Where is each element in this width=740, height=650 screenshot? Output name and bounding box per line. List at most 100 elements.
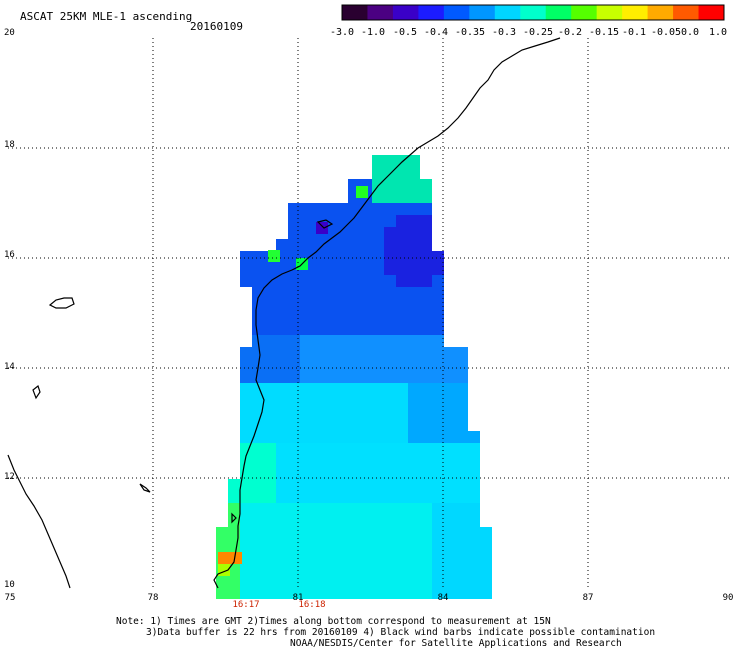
swath-cell xyxy=(384,395,396,407)
swath-cell xyxy=(264,515,276,527)
swath-cell xyxy=(336,227,348,239)
swath-cell xyxy=(360,323,372,335)
swath-cell xyxy=(300,311,312,323)
colorbar-label: -0.5 xyxy=(392,27,418,38)
swath-cell xyxy=(384,215,396,227)
swath-cell xyxy=(360,539,372,551)
lat-label: 16 xyxy=(4,250,15,260)
swath-cell xyxy=(384,419,396,431)
swath-cell xyxy=(276,287,288,299)
swath-cell xyxy=(360,395,372,407)
swath-cell xyxy=(456,551,468,563)
swath-cell xyxy=(408,563,420,575)
swath-cell xyxy=(276,515,288,527)
swath-cell xyxy=(240,251,252,263)
swath-cell xyxy=(456,443,468,455)
swath-cell xyxy=(288,347,300,359)
swath-cell xyxy=(348,587,360,599)
swath-cell xyxy=(300,479,312,491)
swath-cell xyxy=(288,431,300,443)
swath-cell xyxy=(420,359,432,371)
colorbar-segment xyxy=(520,5,547,20)
swath-cell xyxy=(276,587,288,599)
swath-cell xyxy=(384,491,396,503)
swath-cell xyxy=(372,239,384,251)
swath-cell xyxy=(468,515,480,527)
swath-cell xyxy=(396,383,408,395)
swath-cell xyxy=(252,251,264,263)
swath-cell xyxy=(348,491,360,503)
swath-cell xyxy=(420,407,432,419)
swath-cell xyxy=(468,575,480,587)
swath-cell xyxy=(288,515,300,527)
swath-cell xyxy=(372,527,384,539)
swath-cell xyxy=(396,179,408,191)
swath-cell xyxy=(372,371,384,383)
swath-cell xyxy=(384,371,396,383)
swath-cell xyxy=(432,419,444,431)
swath-cell xyxy=(456,359,468,371)
swath-cell xyxy=(264,587,276,599)
swath-cell xyxy=(360,407,372,419)
swath-cell xyxy=(252,491,264,503)
swath-cell xyxy=(264,335,276,347)
swath-cell xyxy=(336,467,348,479)
swath-cell xyxy=(444,467,456,479)
swath-cell xyxy=(276,275,288,287)
swath-cell xyxy=(264,359,276,371)
swath-cell xyxy=(408,323,420,335)
swath-cell xyxy=(288,359,300,371)
swath-cell xyxy=(348,503,360,515)
colorbar-label: -0.25 xyxy=(522,27,554,38)
swath-cell xyxy=(420,191,432,203)
swath-cell xyxy=(252,479,264,491)
swath-cell xyxy=(396,395,408,407)
swath-cell xyxy=(336,203,348,215)
swath-cell xyxy=(384,311,396,323)
swath-cell xyxy=(312,503,324,515)
swath-cell xyxy=(384,527,396,539)
swath-cell xyxy=(456,563,468,575)
lat-label: 14 xyxy=(4,362,15,372)
swath-cell xyxy=(396,419,408,431)
swath-cell xyxy=(420,527,432,539)
swath-cell xyxy=(444,455,456,467)
swath-cell xyxy=(456,539,468,551)
swath-cell xyxy=(300,467,312,479)
swath-cell xyxy=(240,503,252,515)
swath-cell xyxy=(408,311,420,323)
swath-cell xyxy=(300,419,312,431)
swath-cell xyxy=(408,515,420,527)
swath-cell xyxy=(240,383,252,395)
lon-label: 84 xyxy=(437,593,449,603)
swath-cell xyxy=(360,263,372,275)
swath-cell xyxy=(384,251,396,263)
swath-cell xyxy=(360,455,372,467)
colorbar-segment xyxy=(392,5,419,20)
swath-cell xyxy=(252,311,264,323)
swath-cell xyxy=(408,299,420,311)
swath-cell xyxy=(432,347,444,359)
swath-cell xyxy=(348,419,360,431)
swath-cell xyxy=(396,539,408,551)
swath-cell xyxy=(252,455,264,467)
swath-cell xyxy=(240,587,252,599)
swath-cell xyxy=(420,251,432,263)
swath-cell xyxy=(384,359,396,371)
swath-cell xyxy=(396,215,408,227)
swath-cell xyxy=(408,215,420,227)
swath-cell xyxy=(336,371,348,383)
colorbar-label: -0.05 xyxy=(650,27,682,38)
swath-cell xyxy=(336,575,348,587)
swath-cell xyxy=(324,575,336,587)
colorbar-segment xyxy=(418,5,445,20)
swath-cell xyxy=(276,491,288,503)
swath-cell xyxy=(276,539,288,551)
swath-cell xyxy=(468,443,480,455)
swath-cell xyxy=(432,431,444,443)
swath-cell xyxy=(396,251,408,263)
swath-cell xyxy=(276,335,288,347)
swath-cell xyxy=(264,539,276,551)
swath-cell xyxy=(456,371,468,383)
